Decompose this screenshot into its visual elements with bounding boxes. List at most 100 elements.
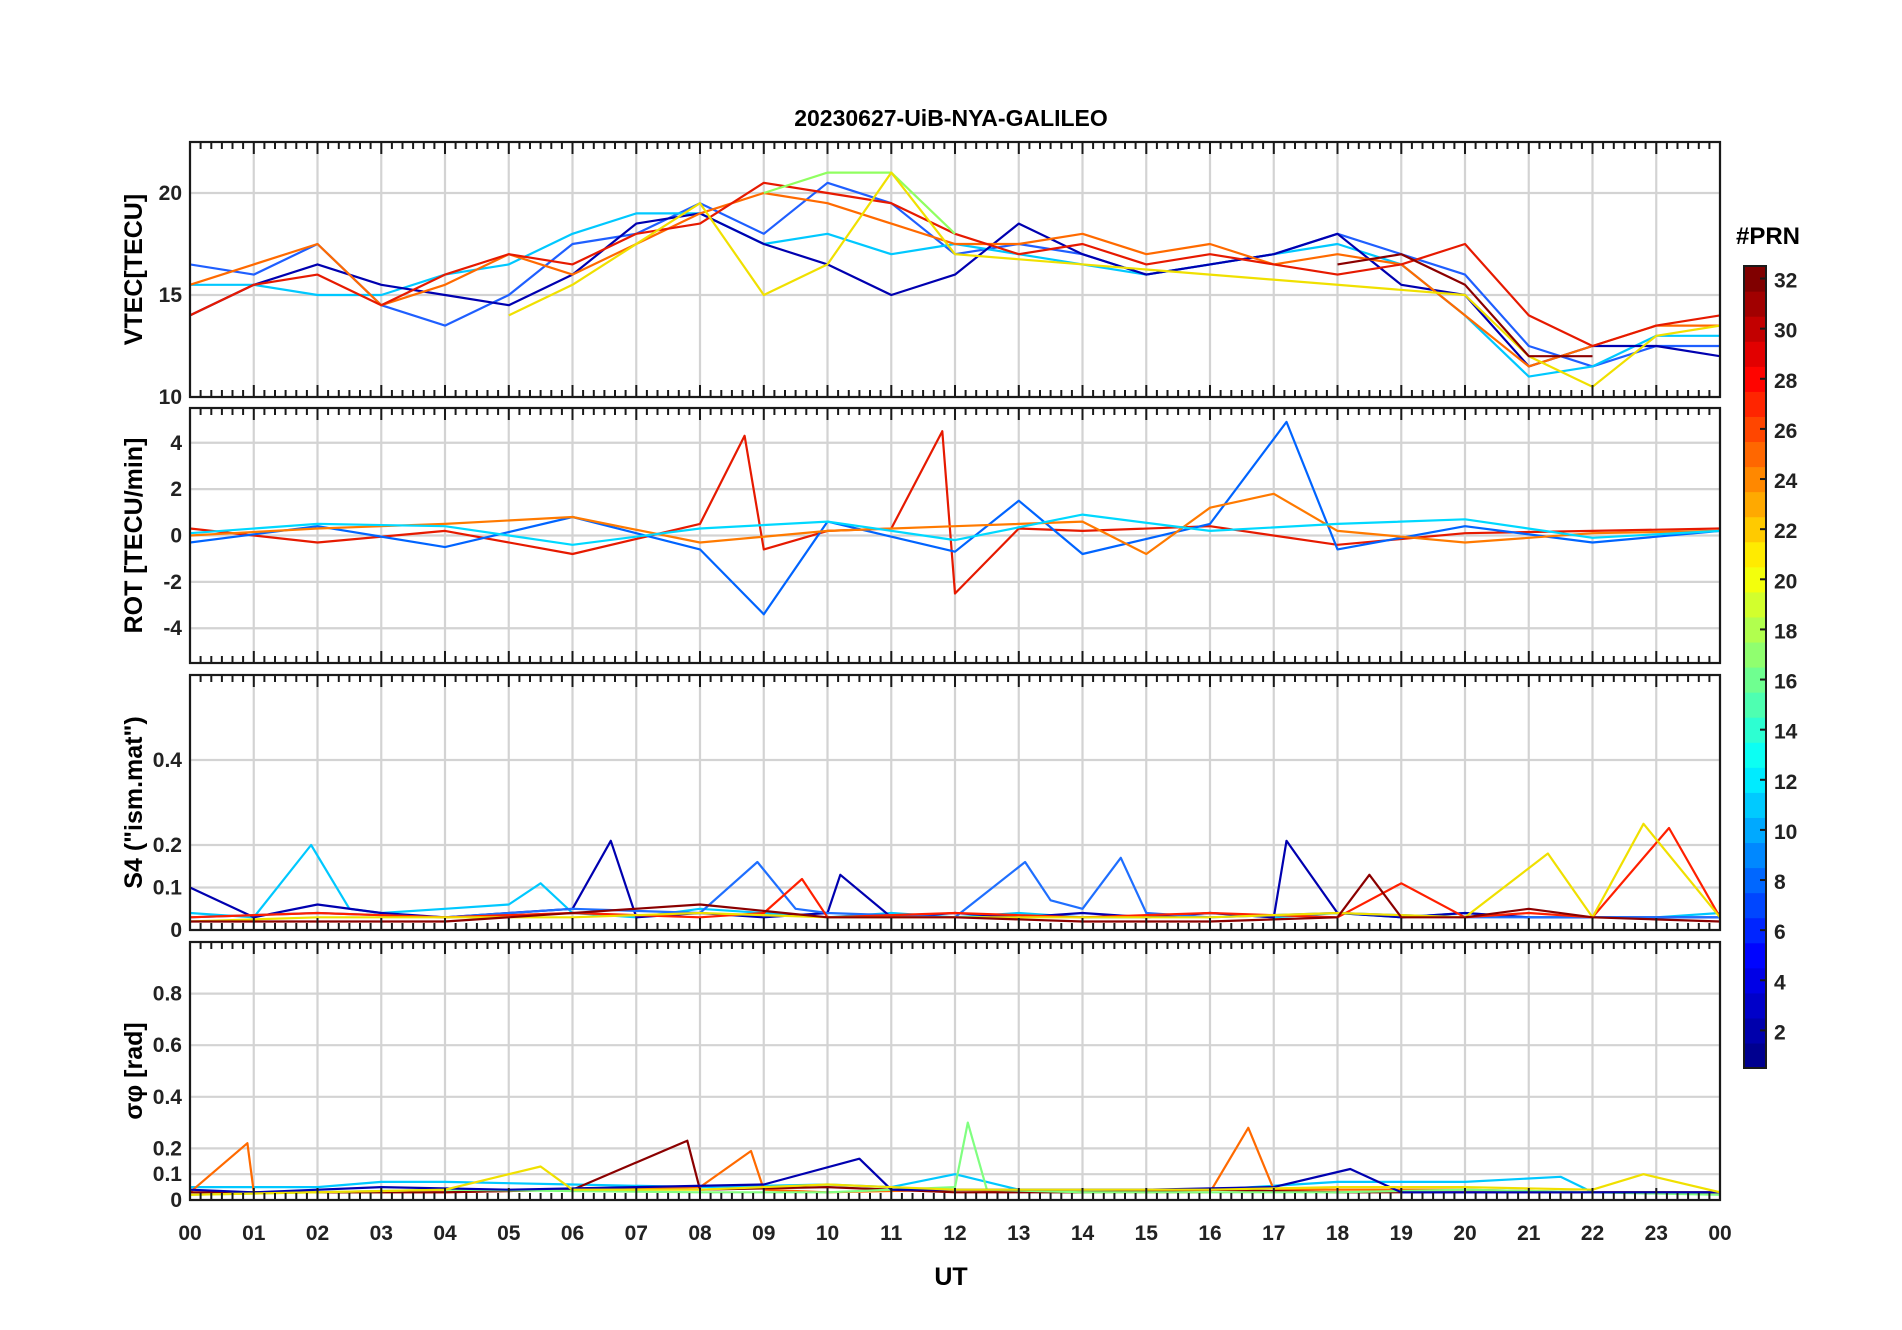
- colorbar-tick-label: 32: [1774, 270, 1797, 293]
- x-tick-label: 14: [1071, 1222, 1095, 1245]
- y-axis-label-sigma_phi: σφ [rad]: [120, 1022, 148, 1120]
- colorbar-step: [1744, 692, 1766, 718]
- y-tick-label: 4: [170, 432, 182, 455]
- colorbar-step: [1744, 767, 1766, 793]
- series-line-8: [1337, 253, 1593, 358]
- colorbar-step: [1744, 366, 1766, 392]
- colorbar-tick-label: 16: [1774, 671, 1797, 694]
- x-tick-label: 16: [1198, 1222, 1221, 1245]
- series-line-4: [190, 191, 1720, 368]
- series-line-4: [190, 513, 1720, 546]
- x-tick-label: 03: [370, 1222, 393, 1245]
- colorbar-step: [1744, 867, 1766, 894]
- y-axis-label-s4: S4 ("ism.mat"): [120, 716, 148, 888]
- series-group: [190, 171, 1720, 388]
- figure-title: 20230627-UiB-NYA-GALILEO: [794, 105, 1108, 131]
- y-tick-label: 10: [159, 386, 182, 409]
- series-line-1: [190, 430, 1720, 595]
- y-tick-label: -2: [163, 571, 182, 594]
- y-tick-label: -4: [163, 617, 182, 640]
- colorbar-step: [1744, 742, 1766, 768]
- series-group: [190, 822, 1720, 923]
- series-line-6: [763, 171, 956, 235]
- y-tick-label: 0.6: [153, 1034, 182, 1057]
- colorbar-step: [1744, 441, 1766, 468]
- colorbar-tick-label: 10: [1774, 821, 1797, 844]
- colorbar-step: [1744, 416, 1766, 443]
- x-tick-label: 17: [1262, 1222, 1285, 1245]
- colorbar-tick-label: 26: [1774, 420, 1797, 443]
- series-line-1: [190, 1173, 1720, 1194]
- y-tick-label: 0.8: [153, 983, 183, 1006]
- colorbar-step: [1744, 792, 1766, 818]
- colorbar-step: [1744, 942, 1766, 969]
- colorbar-tick-label: 2: [1774, 1021, 1786, 1044]
- colorbar-step: [1744, 266, 1766, 292]
- colorbar-step: [1744, 316, 1766, 342]
- colorbar-step: [1744, 917, 1766, 944]
- colorbar-step: [1744, 591, 1766, 618]
- y-tick-label: 0.2: [153, 1137, 182, 1160]
- x-minor-ticks: [189, 142, 1721, 397]
- x-tick-label: 21: [1517, 1222, 1541, 1245]
- y-tick-label: 15: [159, 284, 183, 307]
- series-line-4: [190, 1121, 1720, 1196]
- x-minor-ticks: [189, 675, 1721, 930]
- x-tick-label: 13: [1007, 1222, 1030, 1245]
- colorbar-tick-label: 14: [1774, 721, 1798, 744]
- x-tick-label: 11: [880, 1222, 903, 1245]
- x-tick-label: 10: [816, 1222, 839, 1245]
- colorbar-step: [1744, 491, 1766, 518]
- x-tick-label: 08: [688, 1222, 712, 1245]
- colorbar-step: [1744, 992, 1766, 1019]
- vtec-panel: 10 15 20 VTEC[TECU]: [120, 140, 1722, 409]
- colorbar-step: [1744, 1017, 1766, 1044]
- x-tick-label: 18: [1326, 1222, 1350, 1245]
- colorbar-step: [1744, 291, 1766, 317]
- colorbar-tick-label: 6: [1774, 921, 1786, 944]
- x-tick-label: 02: [306, 1222, 329, 1245]
- y-tick-label: 0.2: [153, 834, 182, 857]
- y-tick-label: 0.1: [153, 1163, 183, 1186]
- colorbar-step: [1744, 667, 1766, 693]
- x-tick-label: 00: [178, 1222, 201, 1245]
- colorbar-step: [1744, 641, 1766, 668]
- s4-panel: 0 0.1 0.2 0.4S4 ("ism.mat"): [120, 673, 1722, 942]
- colorbar-tick-label: 12: [1774, 771, 1797, 794]
- colorbar-tick-label: 8: [1774, 871, 1786, 894]
- x-tick-label: 07: [625, 1222, 648, 1245]
- y-tick-label: 0: [170, 1189, 182, 1212]
- series-line-5: [190, 822, 1720, 923]
- x-tick-label: 00: [1708, 1222, 1731, 1245]
- series-group: [190, 420, 1720, 616]
- colorbar-tick-label: 24: [1774, 470, 1798, 493]
- x-tick-label: 09: [752, 1222, 775, 1245]
- y-axis-label-rot: ROT [TECU/min]: [120, 438, 148, 634]
- colorbar-tick-label: 30: [1774, 320, 1797, 343]
- y-tick-label: 2: [170, 478, 182, 501]
- x-minor-ticks: [189, 408, 1721, 663]
- colorbar-step: [1744, 817, 1766, 844]
- colorbar-step: [1744, 541, 1766, 568]
- y-tick-label: 0: [170, 919, 182, 942]
- colorbar-step: [1744, 516, 1766, 543]
- colorbar-step: [1744, 1042, 1766, 1069]
- x-axis-label: UT: [934, 1263, 967, 1291]
- colorbar-step: [1744, 717, 1766, 743]
- colorbar-tick-label: 28: [1774, 370, 1798, 393]
- y-axis-label-vtec: VTEC[TECU]: [120, 194, 148, 345]
- colorbar-tick-label: 4: [1774, 971, 1786, 994]
- x-minor-ticks: [189, 942, 1721, 1200]
- x-tick-label: 19: [1390, 1222, 1413, 1245]
- rot-panel: -4 -2 0 2 4 ROT [TECU/min]: [120, 406, 1722, 665]
- colorbar-step: [1744, 466, 1766, 493]
- colorbar-step: [1744, 341, 1766, 367]
- y-tick-label: 0: [170, 525, 182, 548]
- colorbar-tick-label: 22: [1774, 520, 1797, 543]
- colorbar-label: #PRN: [1736, 223, 1800, 250]
- colorbar-step: [1744, 842, 1766, 869]
- colorbar-step: [1744, 566, 1766, 593]
- x-tick-label: 20: [1453, 1222, 1476, 1245]
- colorbar-frame: [1743, 265, 1767, 1069]
